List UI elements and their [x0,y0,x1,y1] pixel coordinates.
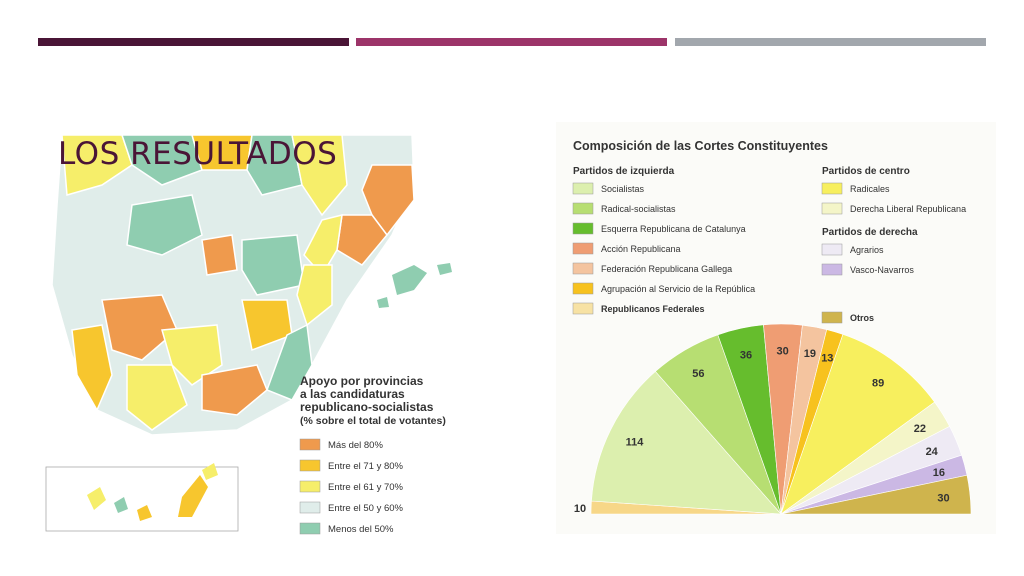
chart-legend-label: Radical-socialistas [601,204,676,214]
canary-islands [45,463,239,532]
chart-legend-label: Agrupación al Servicio de la República [601,284,755,294]
chart-legend-label: Radicales [850,184,890,194]
map-legend-title-line: Apoyo por provincias [300,374,424,388]
map-legend-label: Más del 80% [328,440,383,451]
chart-legend-swatch [821,243,843,256]
chart-legend-label: Republicanos Federales [601,304,705,314]
map-legend-swatch [299,459,321,472]
map-legend-swatch [299,501,321,514]
chart-legend-swatch [572,262,594,275]
chart-legend-group-title: Partidos de derecha [822,227,918,238]
chart-legend-label: Otros [850,313,874,323]
pie-value-label: 30 [937,492,949,504]
pie-value-label: 16 [933,467,945,479]
map-legend-label: Menos del 50% [328,524,394,535]
chart-legend-swatch [821,202,843,215]
map-legend-swatch [299,438,321,451]
pie-value-label: 36 [740,349,752,361]
map-legend-title-line: (% sobre el total de votantes) [300,415,446,427]
chart-legend-group-title: Partidos de centro [822,166,910,177]
pie-value-label: 24 [926,446,939,458]
map-legend-label: Entre el 61 y 70% [328,482,404,493]
chart-legend-label: Acción Republicana [601,244,681,254]
top-bar-dark [38,38,349,46]
chart-title: Composición de las Cortes Constituyentes [573,139,828,153]
pie-value-label: 10 [574,503,586,515]
chart-legend-group-title: Partidos de izquierda [573,166,675,177]
pie-value-label: 89 [872,378,884,390]
balearic-islands [377,263,452,308]
chart-legend-swatch [821,182,843,195]
chart-legend-label: Vasco-Navarros [850,265,914,275]
pie-value-label: 13 [821,352,833,364]
pie-value-label: 56 [692,368,704,380]
chart-legend-swatch [572,282,594,295]
chart-legend-label: Derecha Liberal Republicana [850,204,966,214]
chart-legend-swatch [821,311,843,324]
pie-value-label: 22 [914,423,926,435]
chart-legend-swatch [572,182,594,195]
chart-legend-label: Socialistas [601,184,645,194]
cortes-chart: Composición de las Cortes Constituyentes… [556,122,996,534]
pie-value-label: 114 [626,437,645,449]
top-bar-magenta [356,38,667,46]
pie-value-label: 19 [804,348,816,360]
chart-legend-swatch [572,242,594,255]
top-bar-gray [675,38,986,46]
map-legend-title-line: republicano-socialistas [300,400,434,414]
chart-legend-swatch [572,202,594,215]
chart-legend-swatch [572,222,594,235]
map-legend-label: Entre el 71 y 80% [328,461,404,472]
chart-legend: Partidos de izquierda Socialistas Radical-… [572,166,966,324]
chart-legend-swatch [821,263,843,276]
map-legend: Más del 80% Entre el 71 y 80% Entre el 61 … [299,438,404,535]
chart-legend-label: Agrarios [850,245,884,255]
map-legend-swatch [299,480,321,493]
peninsula-map [51,134,415,436]
pie-slice [591,370,782,515]
chart-legend-label: Esquerra Republicana de Catalunya [601,224,746,234]
pie-slice [780,474,972,515]
slide-title: LOS RESULTADOS [58,136,338,172]
map-legend-label: Entre el 50 y 60% [328,503,404,514]
chart-legend-swatch [572,302,594,315]
map-legend-swatch [299,522,321,535]
pie-value-label: 30 [777,346,789,358]
chart-legend-label: Federación Republicana Gallega [601,264,732,274]
pie-slice [780,333,935,515]
map-legend-title-line: a las candidaturas [300,387,405,401]
